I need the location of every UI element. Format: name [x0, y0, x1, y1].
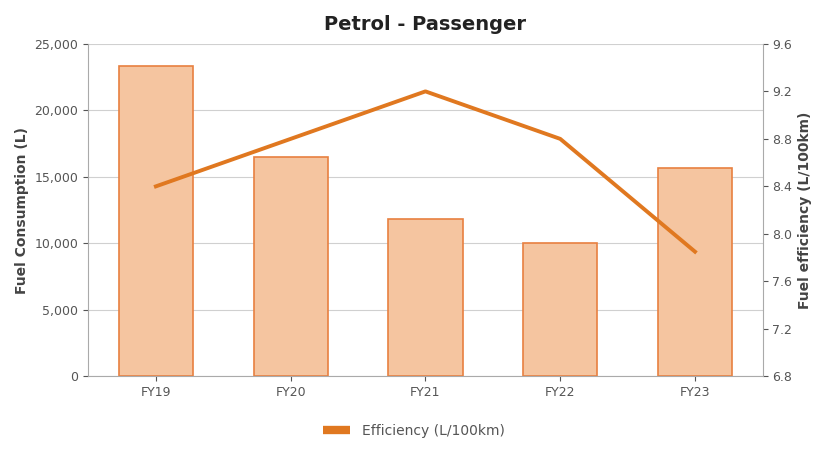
Bar [119, 66, 193, 376]
Bar [254, 157, 327, 376]
Y-axis label: Fuel Consumption (L): Fuel Consumption (L) [15, 126, 29, 293]
Efficiency (L/100km) [285, 136, 295, 142]
Title: Petrol - Passenger: Petrol - Passenger [324, 15, 527, 34]
Bar [658, 167, 732, 376]
Efficiency (L/100km) [555, 136, 565, 142]
Bar [389, 219, 462, 376]
Bar [523, 243, 597, 376]
Line: Efficiency (L/100km): Efficiency (L/100km) [155, 91, 695, 252]
Legend: Efficiency (L/100km): Efficiency (L/100km) [317, 419, 510, 444]
Efficiency (L/100km) [151, 184, 160, 189]
Y-axis label: Fuel efficiency (L/100km): Fuel efficiency (L/100km) [798, 111, 812, 309]
Efficiency (L/100km) [420, 89, 430, 94]
Efficiency (L/100km) [690, 249, 700, 254]
